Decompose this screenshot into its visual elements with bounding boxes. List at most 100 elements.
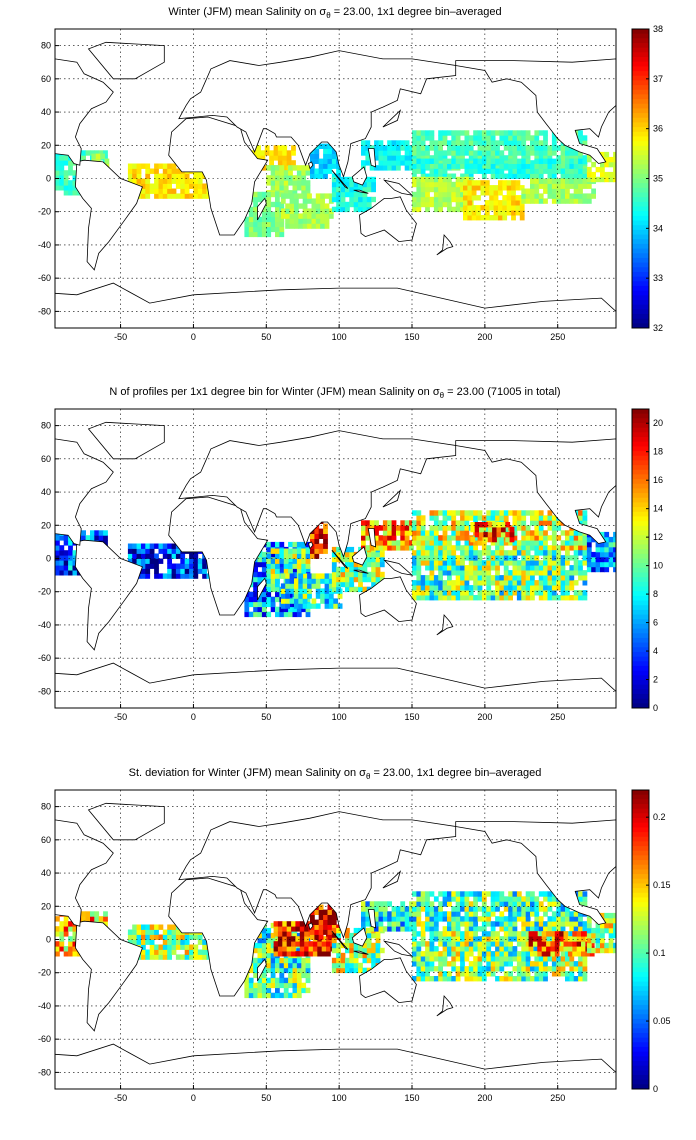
data-cell [412,155,417,161]
data-cell [525,150,531,156]
data-cell [340,191,346,198]
data-cell [481,140,487,146]
data-cell [516,560,522,566]
data-cell [569,150,575,156]
data-cell [270,982,276,989]
data-cell [534,961,540,967]
data-cell [530,590,535,596]
data-cell [481,173,487,179]
data-cell [416,201,422,208]
data-cell [257,611,263,618]
data-cell [604,551,610,558]
data-cell [530,540,535,546]
colorbar-segment [632,455,649,461]
data-cell [495,961,500,967]
data-cell [295,951,301,957]
data-cell [538,966,544,972]
data-cell [103,540,108,546]
data-cell [550,931,556,937]
colorbar-segment [632,80,649,86]
data-cell [499,891,505,897]
data-cell [81,916,86,922]
data-cell [473,575,478,581]
data-cell [516,916,522,922]
data-cell [345,561,350,568]
data-cell [543,580,548,586]
data-cell [495,891,500,897]
data-cell [404,155,410,161]
data-cell [447,525,452,531]
data-cell [292,972,298,979]
data-cell [512,946,518,952]
data-cell [425,911,430,917]
data-cell [503,540,509,546]
data-cell [305,611,311,618]
data-cell [72,560,78,566]
colorbar-segment [632,976,649,983]
data-cell [202,949,207,955]
coastline [455,438,616,544]
data-cell [379,556,385,563]
data-cell [543,896,548,902]
data-cell [473,976,478,982]
data-cell [608,912,614,919]
data-cell [473,931,478,937]
data-cell [269,150,274,156]
data-cell [189,178,194,184]
data-cell [261,551,267,558]
data-cell [447,145,452,151]
data-cell [525,535,531,541]
data-cell [578,560,583,566]
data-cell [556,926,562,932]
x-tick-label: 0 [191,712,196,722]
data-cell [489,215,494,221]
data-cell [543,971,548,977]
data-cell [438,135,443,141]
data-cell [512,555,518,561]
data-cell [425,135,430,141]
data-cell [481,575,487,581]
data-cell [528,931,534,937]
data-cell [283,175,289,181]
data-cell [433,530,439,536]
data-cell [141,939,146,945]
data-cell [374,145,379,151]
data-cell [585,951,591,957]
data-cell [387,901,392,907]
data-cell [608,161,614,168]
data-cell [299,926,305,932]
data-cell [451,520,457,526]
data-cell [551,515,557,521]
y-tick-label: -20 [38,968,51,978]
data-cell [508,976,513,982]
colorbar-segment [632,441,649,447]
data-cell [270,211,276,218]
data-cell [312,946,318,952]
data-cell [275,967,280,974]
data-cell [193,558,199,564]
data-cell [595,937,601,944]
data-cell [534,515,540,521]
data-cell [416,150,422,156]
data-cell [307,578,312,584]
data-cell [324,208,330,214]
data-cell [132,929,137,935]
data-cell [451,150,457,156]
data-cell [467,215,473,221]
data-cell [578,570,583,576]
data-cell [420,201,426,208]
data-cell [253,596,258,603]
data-cell [551,555,557,561]
colorbar-tick-label: 0.05 [653,1016,671,1026]
colorbar-segment [632,99,649,105]
data-cell [490,158,496,164]
data-cell [572,931,578,937]
data-cell [551,158,557,164]
data-cell [556,560,562,566]
coastline [74,539,143,651]
data-cell [495,535,500,541]
data-cell [371,942,376,949]
data-cell [298,203,304,209]
data-cell [68,565,73,571]
data-cell [391,150,397,156]
